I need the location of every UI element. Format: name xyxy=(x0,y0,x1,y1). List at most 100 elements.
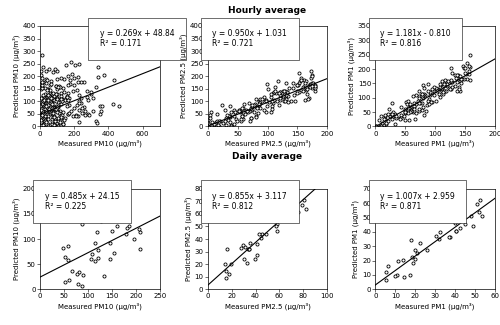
Point xyxy=(75,269,83,274)
Point xyxy=(294,209,302,214)
Point xyxy=(418,94,426,99)
Point xyxy=(223,246,231,252)
Point xyxy=(52,98,60,103)
Point xyxy=(91,259,99,264)
Point xyxy=(70,75,78,80)
Point xyxy=(122,231,130,236)
Point xyxy=(466,63,473,68)
Point xyxy=(256,231,264,237)
Point xyxy=(50,122,58,127)
X-axis label: Measured PM2.5 (μg/m³): Measured PM2.5 (μg/m³) xyxy=(224,302,310,310)
Text: y = 0.950x + 1.031
R² = 0.721: y = 0.950x + 1.031 R² = 0.721 xyxy=(212,29,287,48)
Point xyxy=(276,96,284,101)
Point xyxy=(39,107,47,112)
Point xyxy=(389,109,397,114)
Point xyxy=(231,110,239,115)
Point xyxy=(420,104,428,110)
Point xyxy=(419,93,427,98)
Point xyxy=(53,98,61,104)
Point xyxy=(422,248,430,253)
Point xyxy=(295,71,303,76)
Point xyxy=(110,251,118,256)
Point xyxy=(36,113,44,118)
Point xyxy=(419,95,427,100)
Point xyxy=(308,80,316,85)
Point xyxy=(404,111,411,116)
Point xyxy=(238,113,246,119)
Point xyxy=(440,88,448,93)
Point xyxy=(48,96,56,101)
Point xyxy=(108,228,116,233)
Point xyxy=(41,113,49,119)
Point xyxy=(50,94,58,99)
Point xyxy=(52,97,60,102)
Point xyxy=(414,99,422,104)
Y-axis label: Predicted PM10 (μg/m³): Predicted PM10 (μg/m³) xyxy=(12,198,20,280)
Point xyxy=(226,120,234,125)
Point xyxy=(59,121,67,126)
Point xyxy=(54,85,62,90)
Point xyxy=(37,72,45,78)
Point xyxy=(456,78,464,83)
Point xyxy=(465,68,473,73)
Point xyxy=(46,100,54,105)
Point xyxy=(426,90,434,95)
Y-axis label: Predicted PM2.5 (μg/m³): Predicted PM2.5 (μg/m³) xyxy=(180,34,187,119)
Point xyxy=(41,106,49,111)
Point xyxy=(438,85,446,90)
Point xyxy=(64,277,72,282)
Point xyxy=(458,64,466,69)
Point xyxy=(227,261,235,266)
Point xyxy=(36,84,44,89)
Point xyxy=(290,92,298,98)
Point xyxy=(306,82,314,87)
Point xyxy=(415,108,423,113)
Point xyxy=(52,121,60,126)
Point xyxy=(40,113,48,118)
Point xyxy=(252,104,260,110)
Point xyxy=(248,107,256,112)
Point xyxy=(40,95,48,100)
Point xyxy=(436,82,444,87)
Point xyxy=(75,92,83,98)
Point xyxy=(42,87,50,93)
Point xyxy=(308,84,316,89)
Point xyxy=(299,84,307,90)
Point xyxy=(252,242,260,247)
Point xyxy=(430,89,438,94)
Point xyxy=(64,98,72,103)
Point xyxy=(38,95,46,100)
Point xyxy=(270,98,278,103)
Point xyxy=(50,97,58,102)
Point xyxy=(85,112,93,118)
Point xyxy=(448,84,456,89)
Point xyxy=(272,90,280,96)
Point xyxy=(252,97,260,102)
Point xyxy=(56,102,64,107)
Point xyxy=(42,119,50,124)
Point xyxy=(40,109,48,114)
Point xyxy=(272,84,280,89)
Point xyxy=(308,68,316,73)
Point xyxy=(290,85,298,90)
Point xyxy=(301,82,309,87)
Point xyxy=(426,92,434,98)
Point xyxy=(282,81,290,86)
Point xyxy=(130,236,138,241)
Point xyxy=(456,88,464,93)
Point xyxy=(297,88,305,93)
Point xyxy=(416,100,424,106)
Point xyxy=(38,101,46,107)
Point xyxy=(43,104,51,109)
Point xyxy=(386,114,394,119)
Point xyxy=(432,86,440,91)
Point xyxy=(48,107,56,112)
Point xyxy=(244,110,252,115)
Point xyxy=(40,97,48,102)
Point xyxy=(97,109,105,114)
Point xyxy=(43,109,51,114)
Point xyxy=(406,273,414,278)
Point xyxy=(62,97,70,102)
Point xyxy=(36,87,44,92)
Point xyxy=(439,90,447,95)
